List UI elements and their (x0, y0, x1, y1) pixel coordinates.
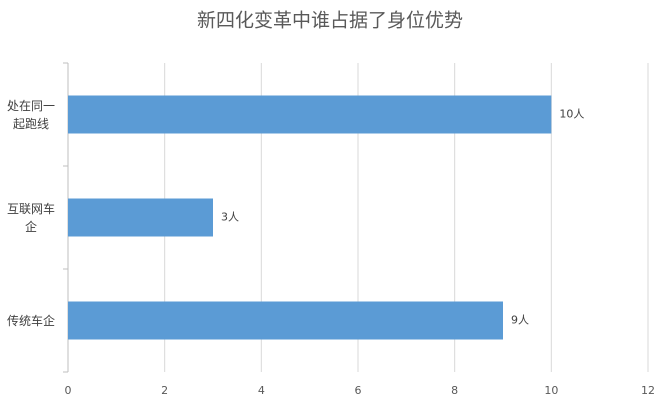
x-tick-label: 12 (641, 384, 655, 397)
bar (68, 95, 552, 134)
bar (68, 301, 503, 340)
x-tick-label: 2 (161, 384, 168, 397)
value-label: 9人 (511, 314, 529, 327)
x-tick-label: 8 (451, 384, 458, 397)
bar (68, 198, 213, 237)
y-tick-label: 处在同一起跑线 (6, 98, 55, 131)
x-tick-label: 4 (258, 384, 265, 397)
y-tick-label: 传统车企 (6, 313, 55, 328)
x-tick-label: 0 (65, 384, 72, 397)
y-tick-label: 互联网车企 (6, 201, 55, 234)
value-label: 3人 (221, 211, 239, 224)
x-tick-label: 6 (355, 384, 362, 397)
value-label: 10人 (559, 108, 584, 121)
y-tick-label-box: 处在同一起跑线 (6, 98, 55, 131)
y-tick-label-box: 传统车企 (6, 313, 55, 328)
chart-title: 新四化变革中谁占据了身位优势 (197, 10, 463, 32)
y-tick-label-box: 互联网车企 (6, 201, 55, 234)
x-tick-label: 10 (544, 384, 558, 397)
